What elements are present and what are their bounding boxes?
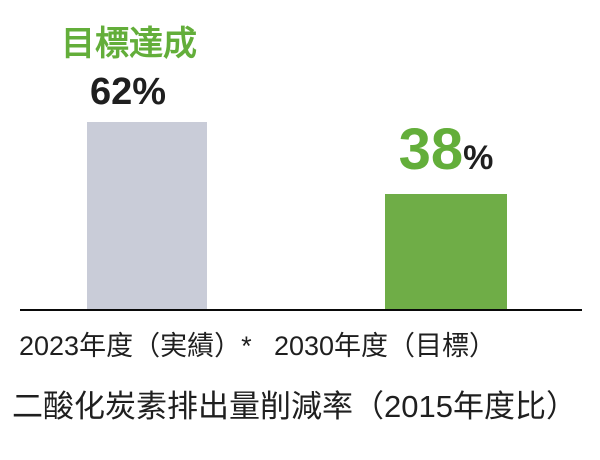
x-label-2023: 2023年度（実績）* — [19, 331, 252, 361]
x-label-2030: 2030年度（目標） — [273, 331, 497, 361]
value-2023: 62 — [89, 71, 133, 113]
chart-title: 二酸化炭素排出量削減率（2015年度比） — [12, 389, 577, 424]
goal-achieved-annotation: 目標達成 — [61, 25, 197, 63]
bar-2030-target — [385, 194, 507, 309]
percent-sign-2023: % — [132, 71, 167, 113]
bar-2023-actual — [87, 122, 207, 309]
value-label-2023: 62% — [52, 71, 204, 114]
value-2030: 38 — [398, 117, 464, 182]
percent-sign-2030: % — [463, 139, 494, 177]
x-axis-line — [20, 309, 582, 311]
value-label-2030: 38% — [374, 117, 518, 182]
